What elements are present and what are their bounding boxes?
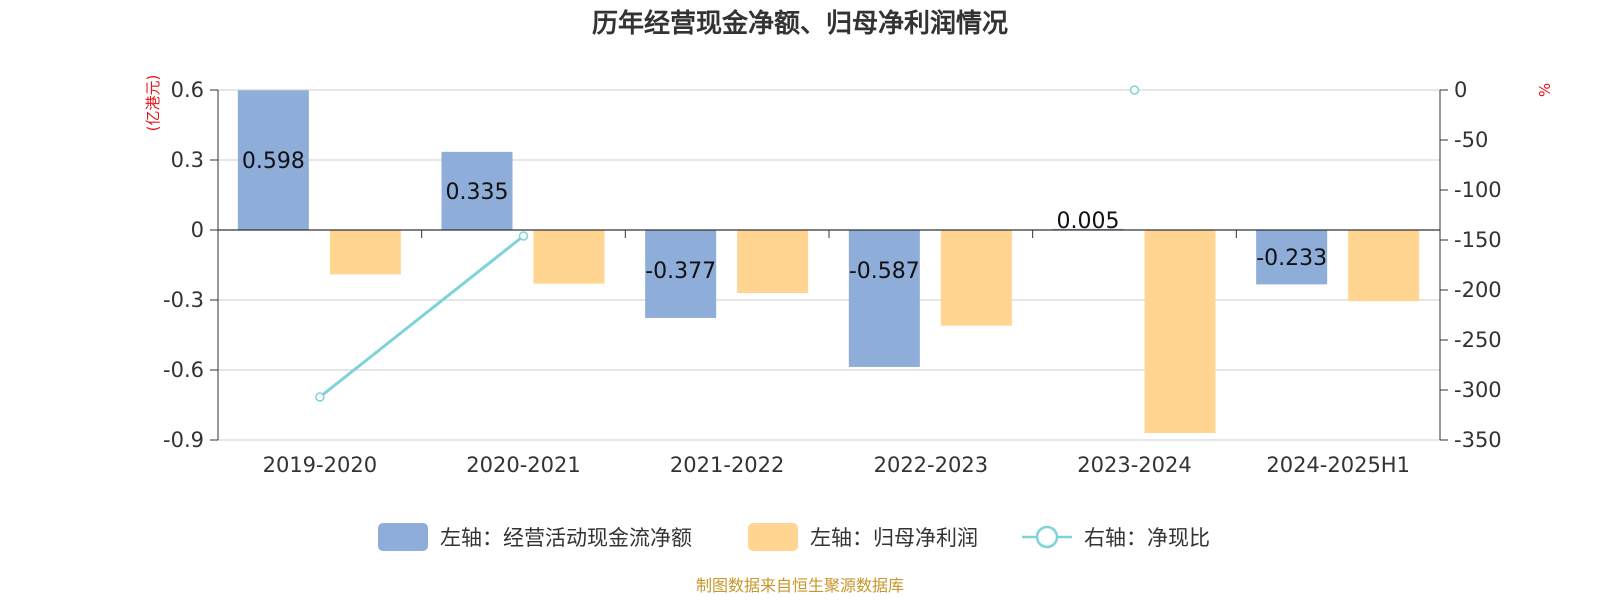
x-axis-tick-label: 2020-2021 (466, 453, 580, 477)
right-axis-tick-label: -250 (1454, 328, 1502, 352)
bar-operating-cash (848, 230, 920, 367)
bar-operating-cash (237, 90, 309, 230)
legend-label-ratio: 右轴：净现比 (1084, 526, 1210, 550)
x-axis-tick-label: 2019-2020 (263, 453, 377, 477)
legend-label-net-profit: 左轴：归母净利润 (810, 526, 978, 550)
x-axis-tick-label: 2022-2023 (874, 453, 988, 477)
legend-swatch-ratio-marker (1035, 525, 1059, 549)
bar-net-profit (1144, 230, 1216, 433)
bar-value-label: 0.005 (1057, 209, 1120, 234)
ratio-point (315, 392, 325, 402)
axes: 0.6 0.3 0 -0.3 -0.6 -0.9 0 -50 -100 -150 -200 -250 -… (163, 78, 1502, 477)
data-labels: 0.598 0.335 -0.377 -0.587 0.005 -0.233 (242, 149, 1327, 284)
legend-label-operating-cash: 左轴：经营活动现金流净额 (440, 526, 692, 550)
bar-net-profit (533, 230, 605, 284)
bar-value-label: -0.377 (645, 259, 716, 284)
legend-swatch-operating-cash (378, 523, 428, 551)
left-axis-tick-label: -0.3 (163, 288, 204, 312)
x-axis-tick-label: 2021-2022 (670, 453, 784, 477)
bar-net-profit (329, 230, 401, 275)
bar-net-profit (737, 230, 809, 293)
bar-operating-cash (441, 151, 513, 230)
ratio-line-segment (318, 234, 525, 399)
right-axis-tick-label: -350 (1454, 428, 1502, 452)
x-axis-tick-label: 2024-2025H1 (1266, 453, 1410, 477)
right-axis-tick-label: -100 (1454, 178, 1502, 202)
left-axis-tick-label: 0.6 (171, 78, 204, 102)
right-axis-tick-label: -200 (1454, 278, 1502, 302)
right-axis-tick-label: 0 (1454, 78, 1467, 102)
ratio-point (518, 231, 529, 241)
bar-value-label: 0.598 (242, 149, 305, 174)
bar-operating-cash (1256, 230, 1328, 285)
bar-net-profit (1348, 230, 1420, 302)
bar-net-profit (940, 230, 1012, 326)
ratio-point (1129, 85, 1140, 95)
right-axis-tick-label: -50 (1454, 128, 1488, 152)
bar-value-label: -0.233 (1256, 246, 1327, 271)
left-axis-unit: (亿港元) (144, 75, 162, 132)
left-axis-tick-label: -0.9 (163, 428, 204, 452)
source-note: 制图数据来自恒生聚源数据库 (696, 576, 904, 595)
left-axis-tick-label: 0 (191, 218, 204, 242)
left-axis-tick-label: 0.3 (171, 148, 204, 172)
legend: 左轴：经营活动现金流净额 左轴：归母净利润 右轴：净现比 (378, 523, 1210, 551)
ratio-line (315, 85, 1140, 402)
x-axis-tick-label: 2023-2024 (1077, 453, 1191, 477)
bars (237, 90, 1420, 433)
right-axis-tick-label: -150 (1454, 228, 1502, 252)
right-axis-unit: % (1536, 83, 1554, 97)
grid-lines (218, 89, 1440, 441)
bar-value-label: 0.335 (446, 180, 509, 205)
chart-title: 历年经营现金净额、归母净利润情况 (592, 8, 1008, 39)
bar-operating-cash (645, 230, 717, 318)
bar-value-label: -0.587 (849, 259, 920, 284)
right-axis-tick-label: -300 (1454, 378, 1502, 402)
left-axis-tick-label: -0.6 (163, 358, 204, 382)
legend-swatch-net-profit (748, 523, 798, 551)
